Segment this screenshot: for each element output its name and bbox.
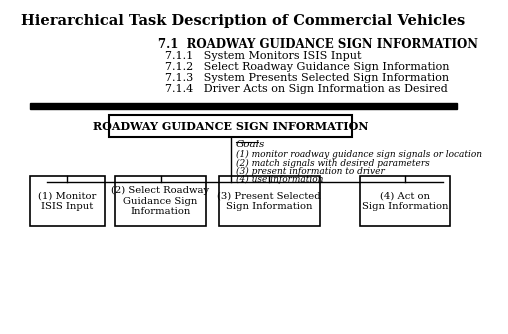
FancyBboxPatch shape bbox=[109, 115, 352, 137]
FancyBboxPatch shape bbox=[115, 176, 206, 226]
Text: Hierarchical Task Description of Commercial Vehicles: Hierarchical Task Description of Commerc… bbox=[21, 14, 465, 28]
Text: (1) monitor roadway guidance sign signals or location: (1) monitor roadway guidance sign signal… bbox=[236, 150, 482, 159]
Text: 7.1.3   System Presents Selected Sign Information: 7.1.3 System Presents Selected Sign Info… bbox=[165, 73, 450, 83]
Text: ROADWAY GUIDANCE SIGN INFORMATION: ROADWAY GUIDANCE SIGN INFORMATION bbox=[93, 121, 368, 132]
Text: 7.1  ROADWAY GUIDANCE SIGN INFORMATION: 7.1 ROADWAY GUIDANCE SIGN INFORMATION bbox=[158, 38, 479, 51]
Bar bbox=[29, 103, 457, 109]
Text: (4) use information: (4) use information bbox=[236, 175, 323, 184]
Text: 7.1.4   Driver Acts on Sign Information as Desired: 7.1.4 Driver Acts on Sign Information as… bbox=[165, 84, 448, 94]
Text: Goals: Goals bbox=[236, 140, 265, 149]
Text: (2) match signals with desired parameters: (2) match signals with desired parameter… bbox=[236, 159, 429, 168]
FancyBboxPatch shape bbox=[218, 176, 320, 226]
Text: (4) Act on
Sign Information: (4) Act on Sign Information bbox=[362, 191, 449, 211]
Text: 7.1.2   Select Roadway Guidance Sign Information: 7.1.2 Select Roadway Guidance Sign Infor… bbox=[165, 62, 450, 72]
FancyBboxPatch shape bbox=[360, 176, 451, 226]
Text: (1) Monitor
ISIS Input: (1) Monitor ISIS Input bbox=[38, 191, 97, 211]
Text: (3) Present Selected
Sign Information: (3) Present Selected Sign Information bbox=[217, 191, 321, 211]
Text: (2) Select Roadway
Guidance Sign
Information: (2) Select Roadway Guidance Sign Informa… bbox=[111, 186, 210, 216]
FancyBboxPatch shape bbox=[29, 176, 105, 226]
Text: 7.1.1   System Monitors ISIS Input: 7.1.1 System Monitors ISIS Input bbox=[165, 51, 362, 61]
Text: (3) present information to driver: (3) present information to driver bbox=[236, 167, 385, 176]
